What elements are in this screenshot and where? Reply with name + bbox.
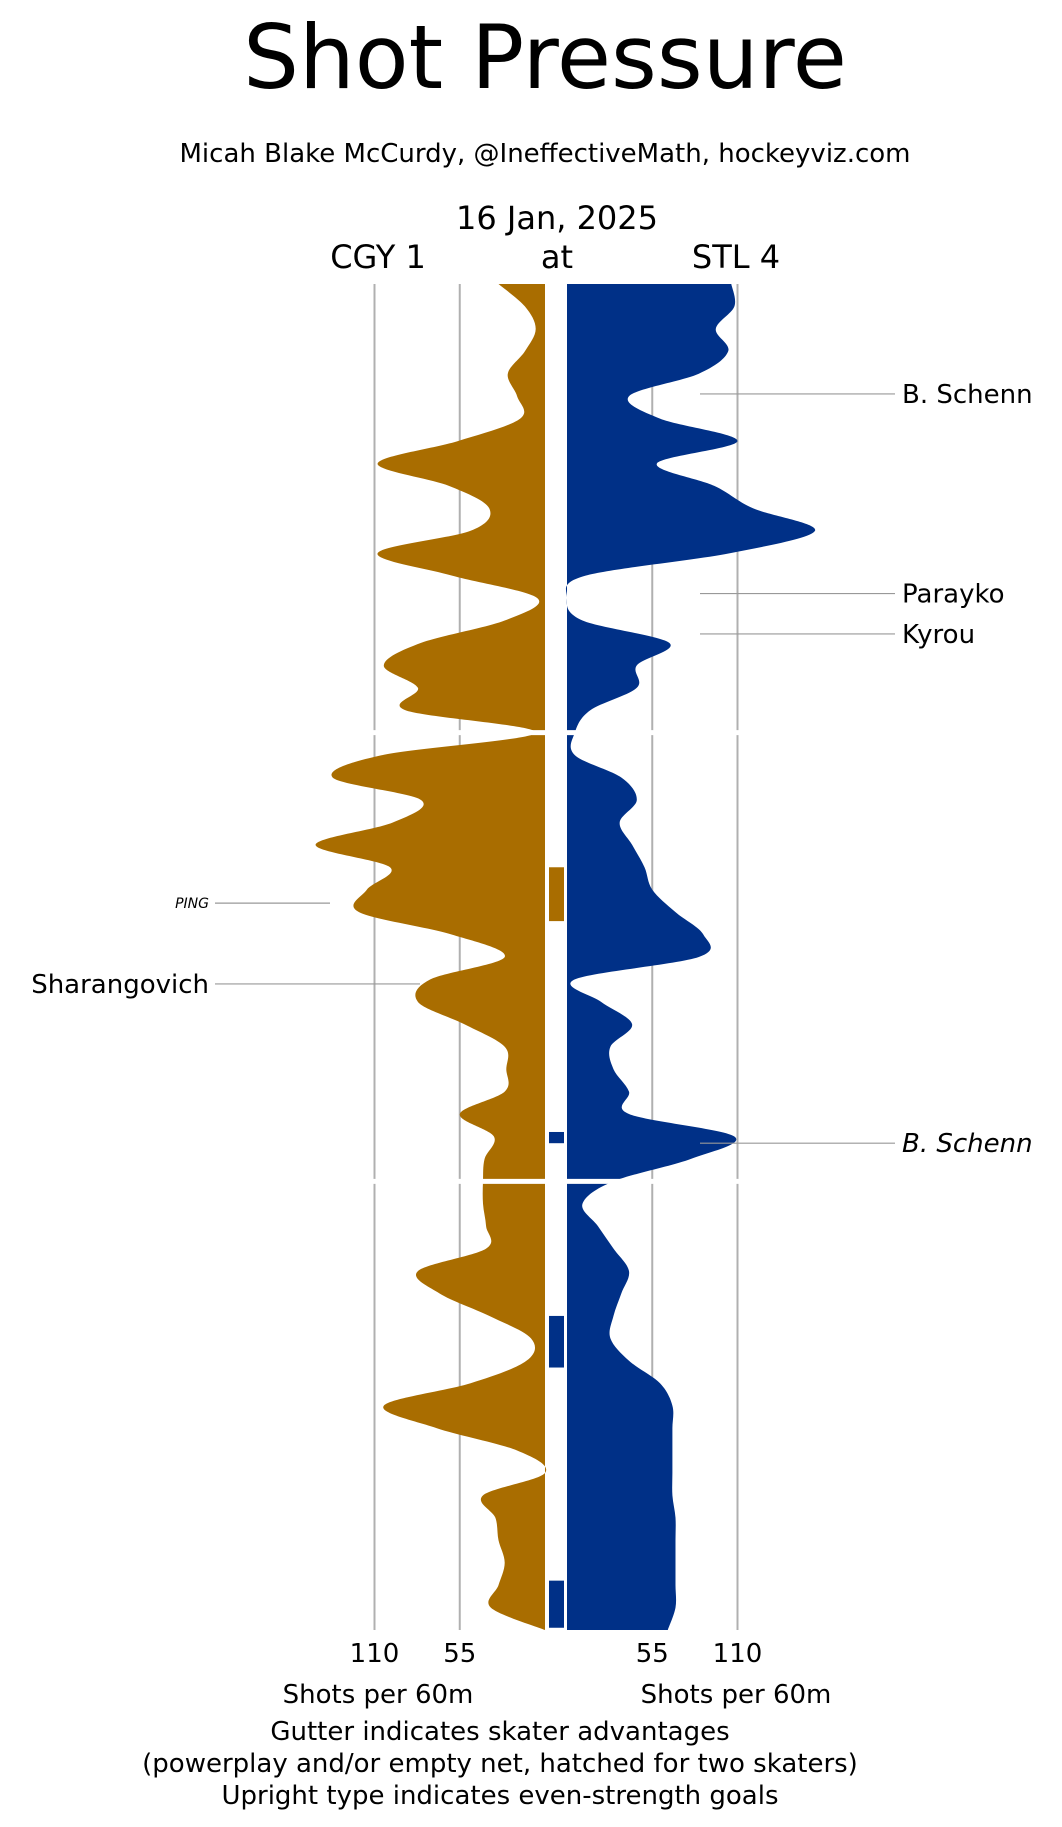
gutter-bars [549,867,564,1628]
goal-label-4: Sharangovich [31,970,209,1000]
tick-label-home-55: 55 [636,1639,669,1669]
period-dividers [360,730,750,1184]
goal-annotations: B. Schenn Parayko Kyrou PING Sharangovich B. … [31,380,1032,1159]
area-right [565,284,816,1630]
tick-label-away-55: 55 [443,1639,476,1669]
axis-ticks: 55 55 110 110 [350,1639,763,1669]
footer-note-1: Gutter indicates skater advantages [270,1717,729,1747]
away-team-label: CGY 1 [330,238,426,276]
home-axis-label: Shots per 60m [641,1680,832,1710]
home-team-label: STL 4 [692,238,780,276]
area-left [315,284,547,1630]
chart-title: Shot Pressure [243,6,847,109]
footer-note-3: Upright type indicates even-strength goa… [221,1781,778,1811]
goal-label-1: Parayko [902,580,1005,610]
tick-label-away-110: 110 [350,1639,400,1669]
goal-label-5: B. Schenn [902,1129,1033,1159]
game-date: 16 Jan, 2025 [456,199,658,237]
footer-note-2: (powerplay and/or empty net, hatched for… [142,1749,858,1779]
goal-label-2: Kyrou [902,620,975,650]
gutter-bar-0 [549,867,564,922]
chart-subtitle: Micah Blake McCurdy, @IneffectiveMath, h… [180,139,911,169]
gutter-bar-1 [549,1131,564,1144]
goal-label-3: PING [175,896,209,912]
goal-label-0: B. Schenn [902,380,1033,410]
gutter-bar-2 [549,1315,564,1368]
gutter-bar-3 [549,1580,564,1628]
away-axis-label: Shots per 60m [283,1680,474,1710]
shot-areas [315,284,816,1630]
game-separator: at [541,238,573,276]
tick-label-home-110: 110 [713,1639,763,1669]
